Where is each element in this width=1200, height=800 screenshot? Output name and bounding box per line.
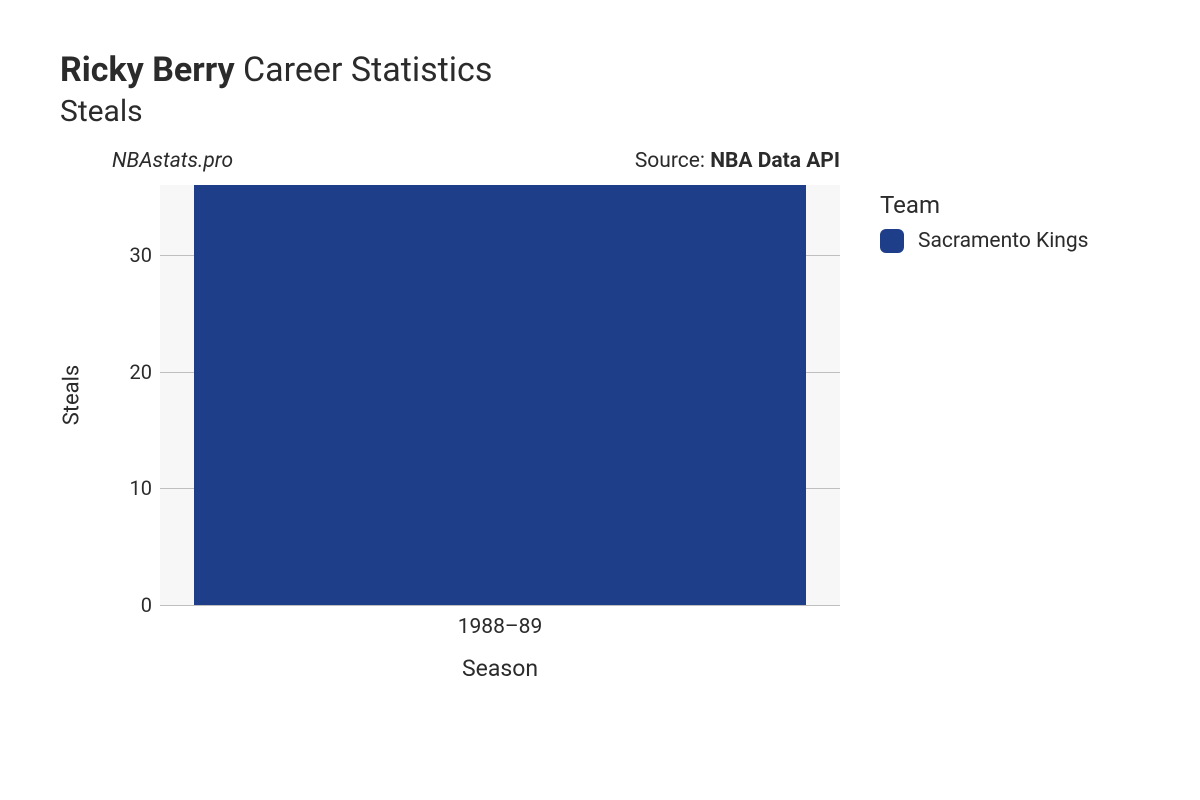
- gridline: [160, 605, 840, 606]
- legend-label: Sacramento Kings: [918, 229, 1089, 253]
- chart-area: NBAstats.pro Source: NBA Data API Steals…: [60, 149, 1160, 605]
- y-axis-label: Steals: [60, 365, 85, 426]
- x-tick-label: 1988–89: [458, 615, 543, 639]
- source-label: Source: NBA Data API: [635, 149, 840, 173]
- watermark: NBAstats.pro: [112, 149, 233, 173]
- top-labels: NBAstats.pro Source: NBA Data API: [100, 149, 840, 179]
- y-tick-label: 10: [112, 476, 152, 500]
- plot-wrapper: Steals Season 01020301988–89: [100, 185, 840, 605]
- y-tick-label: 0: [112, 593, 152, 617]
- chart-title-line1: Ricky Berry Career Statistics: [60, 50, 1160, 90]
- plot-background: [160, 185, 840, 605]
- chart-container: Ricky Berry Career Statistics Steals NBA…: [60, 50, 1160, 605]
- source-prefix: Source:: [635, 149, 710, 173]
- x-axis-label: Season: [160, 655, 840, 682]
- legend-item: Sacramento Kings: [880, 229, 1089, 253]
- legend-swatch: [880, 229, 904, 253]
- chart-title-metric: Steals: [60, 94, 1160, 129]
- y-tick-label: 20: [112, 360, 152, 384]
- source-name: NBA Data API: [710, 149, 840, 173]
- legend: Team Sacramento Kings: [880, 191, 1089, 253]
- title-suffix: Career Statistics: [243, 50, 492, 90]
- bar: [194, 185, 806, 605]
- player-name: Ricky Berry: [60, 50, 235, 90]
- legend-title: Team: [880, 191, 1089, 219]
- y-tick-label: 30: [112, 243, 152, 267]
